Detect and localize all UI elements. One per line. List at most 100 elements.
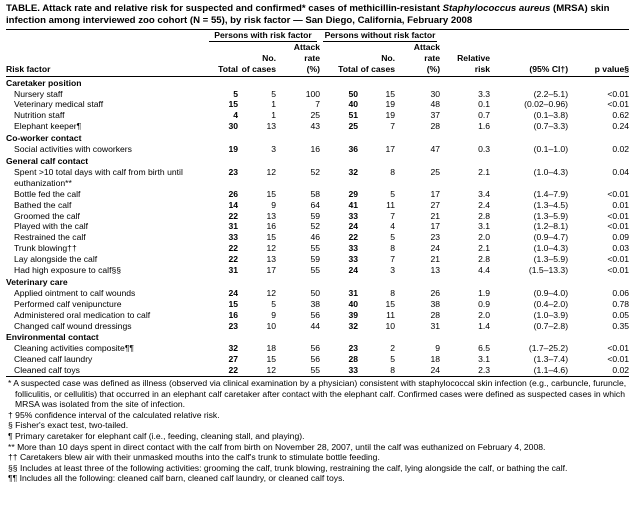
cell: 7 bbox=[390, 210, 396, 221]
column-header-line: rate bbox=[424, 52, 441, 63]
row-label: Lay alongside the calf bbox=[14, 254, 98, 265]
table-body: Caretaker position Nursery staff 5 5 100 50 15… bbox=[6, 76, 630, 378]
cell: 0.03 bbox=[612, 243, 630, 254]
cell: (1.3–5.9) bbox=[533, 210, 569, 221]
cell: 33 bbox=[320, 365, 359, 378]
cell: (0.7–2.8) bbox=[533, 320, 569, 331]
cell: 32 bbox=[348, 166, 359, 177]
cell: 13 bbox=[266, 210, 276, 221]
footnote: † 95% confidence interval of the calcula… bbox=[8, 409, 220, 420]
cell: 15 bbox=[385, 88, 396, 99]
cell: 5 bbox=[390, 232, 396, 243]
cell: 24 bbox=[430, 243, 441, 254]
cell: 58 bbox=[310, 188, 321, 199]
cell: 5 bbox=[390, 188, 396, 199]
cell: 16 bbox=[228, 309, 238, 320]
group-header-text: Persons without risk factor bbox=[323, 30, 438, 42]
column-header-line: (%) bbox=[306, 63, 321, 74]
cell: 27 bbox=[228, 354, 238, 365]
data-row: Nutrition staff 4 1 25 51 19 37 0.7 (0.1–3.8) 0.6… bbox=[6, 110, 629, 121]
row-label: Cleaning activities composite¶¶ bbox=[14, 343, 135, 354]
cell: 26 bbox=[228, 188, 238, 199]
cell: (0.1–1.0) bbox=[533, 144, 569, 155]
cell: (1.3–5.9) bbox=[533, 254, 569, 265]
cell: 0.06 bbox=[612, 287, 630, 298]
cell: <0.01 bbox=[607, 99, 630, 110]
cell: 2.4 bbox=[478, 199, 491, 210]
column-header-line: Total bbox=[218, 63, 238, 74]
cell: 8 bbox=[358, 365, 396, 378]
cell: 32 bbox=[228, 343, 238, 354]
column-header-line: risk bbox=[474, 63, 491, 74]
cell: (0.1–3.8) bbox=[533, 110, 569, 121]
section-row: Caretaker position bbox=[6, 76, 629, 88]
cell: (1.7–25.2) bbox=[528, 343, 569, 354]
cell: (1.3–7.4) bbox=[533, 354, 569, 365]
cell: <0.01 bbox=[607, 254, 630, 265]
column-header-line: Relative bbox=[457, 52, 491, 63]
cell: 0.1 bbox=[478, 99, 491, 110]
data-row: Social activities with coworkers 19 3 16 36 1… bbox=[6, 144, 629, 155]
row-label: Spent >10 total days with calf from birt… bbox=[14, 166, 183, 188]
data-row: Cleaned calf toys 22 12 55 33 8 24 2.3 (1.1–4.6)… bbox=[6, 365, 630, 378]
column-header-line: Risk factor bbox=[6, 63, 51, 74]
cell: 52 bbox=[310, 221, 321, 232]
cell: <0.01 bbox=[607, 88, 630, 99]
cell: 10 bbox=[266, 320, 276, 331]
data-row: Restrained the calf 33 15 46 22 5 23 2.0 (0.9–4.… bbox=[6, 232, 629, 243]
cell: 7 bbox=[390, 254, 396, 265]
data-row: Had high exposure to calf§§ 31 17 55 24 3 13 4.… bbox=[6, 265, 629, 276]
cell: 32 bbox=[348, 320, 359, 331]
cell: 13 bbox=[266, 254, 276, 265]
cell: 64 bbox=[310, 199, 321, 210]
data-row: Cleaned calf laundry 27 15 56 28 5 18 3.1 (1.3–7… bbox=[6, 354, 629, 365]
cell: 23 bbox=[228, 166, 238, 177]
cell: 3 bbox=[271, 144, 276, 155]
cell: 2.1 bbox=[478, 243, 491, 254]
cell: 22 bbox=[228, 243, 238, 254]
cell: 21 bbox=[430, 254, 441, 265]
title-italic: Staphylococcus aureus bbox=[442, 3, 551, 14]
cell: 15 bbox=[266, 232, 276, 243]
row-label: Nutrition staff bbox=[14, 110, 65, 121]
cell: 43 bbox=[310, 121, 321, 132]
cell: 2.0 bbox=[478, 232, 491, 243]
group-header: Persons without risk factor bbox=[320, 28, 441, 42]
cell: 12 bbox=[266, 166, 276, 177]
group-header-text: Persons with risk factor bbox=[209, 30, 318, 42]
cell: 8 bbox=[390, 287, 396, 298]
cell: 23 bbox=[430, 232, 441, 243]
cell: 56 bbox=[310, 354, 321, 365]
header-cell bbox=[490, 28, 569, 42]
cell: 1 bbox=[271, 99, 276, 110]
cell: 2.1 bbox=[478, 166, 491, 177]
cell: 12 bbox=[266, 287, 276, 298]
cell: <0.01 bbox=[607, 354, 630, 365]
cell: (1.0–4.3) bbox=[533, 243, 569, 254]
cell: 25 bbox=[348, 121, 359, 132]
cell: 12 bbox=[238, 365, 276, 378]
cell: 24 bbox=[348, 221, 359, 232]
footnote: †† Caretakers blew air with their unmask… bbox=[8, 452, 380, 463]
cell: (1.0–4.3) bbox=[533, 166, 569, 177]
cell: 15 bbox=[228, 298, 238, 309]
cell: 17 bbox=[430, 221, 441, 232]
footnote: ** More than 10 days spent in direct con… bbox=[8, 441, 546, 452]
cell: 12 bbox=[266, 243, 276, 254]
cell: 1.6 bbox=[478, 121, 491, 132]
cell: 33 bbox=[348, 210, 359, 221]
cell: 3 bbox=[390, 265, 396, 276]
cell: 3.1 bbox=[478, 221, 491, 232]
cell: 50 bbox=[310, 287, 321, 298]
cell: 24 bbox=[395, 365, 441, 378]
footnote: ¶¶ Includes all the following: cleaned c… bbox=[8, 473, 345, 484]
row-label: Social activities with coworkers bbox=[14, 144, 132, 155]
cell: 19 bbox=[385, 110, 396, 121]
cell: (1.4–7.9) bbox=[533, 188, 569, 199]
column-header: Attack rate (%) bbox=[395, 41, 441, 77]
cell: 9 bbox=[435, 343, 441, 354]
cell: 25 bbox=[430, 166, 441, 177]
cell: 11 bbox=[386, 199, 396, 210]
cell: 0.05 bbox=[612, 309, 630, 320]
cell: 9 bbox=[271, 309, 276, 320]
